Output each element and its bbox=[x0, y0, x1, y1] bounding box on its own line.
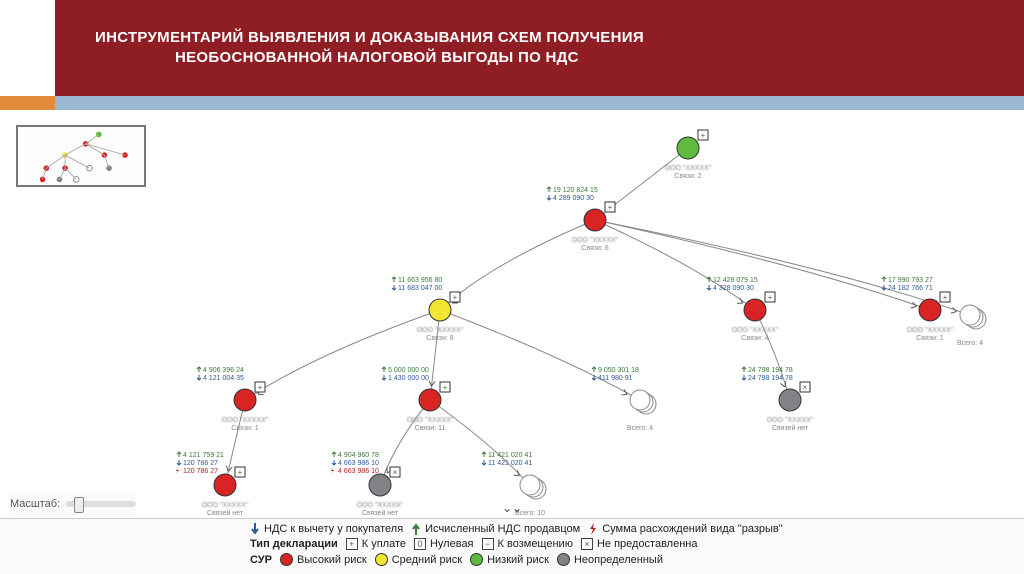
tree-node[interactable]: Всего: 4 9 050 301 18411 980 91 bbox=[592, 367, 656, 432]
svg-text:4 904 960 78: 4 904 960 78 bbox=[338, 452, 379, 459]
header: ИНСТРУМЕНТАРИЙ ВЫЯВЛЕНИЯ И ДОКАЗЫВАНИЯ С… bbox=[0, 0, 1024, 110]
svg-text:+: + bbox=[768, 293, 773, 302]
svg-text:×: × bbox=[393, 468, 398, 477]
svg-text:ООО "ХХХХХ": ООО "ХХХХХ" bbox=[572, 237, 619, 244]
svg-text:+: + bbox=[443, 383, 448, 392]
svg-text:+: + bbox=[608, 203, 613, 212]
svg-text:+: + bbox=[701, 131, 706, 140]
tree-node[interactable]: + ООО "ХХХХХ"Связи: 1 17 990 793 2724 182 … bbox=[882, 277, 954, 342]
svg-text:ООО "ХХХХХ": ООО "ХХХХХ" bbox=[732, 327, 779, 334]
tree-node[interactable]: + ООО "ХХХХХ"Связи: 4 12 428 079 154 328 0… bbox=[707, 277, 779, 342]
svg-text:Всего: 4: Всего: 4 bbox=[957, 340, 983, 347]
svg-text:4 663 986 10: 4 663 986 10 bbox=[338, 468, 379, 475]
tree-node[interactable]: × ООО "ХХХХХ"Связей нет 24 798 194 7824 79… bbox=[742, 367, 814, 432]
svg-text:Связи: 4: Связи: 4 bbox=[741, 335, 768, 342]
scroll-down-icon[interactable]: ⌄⌄ bbox=[502, 501, 522, 515]
scale-control[interactable]: Масштаб: bbox=[10, 493, 136, 515]
svg-text:4 121 004 35: 4 121 004 35 bbox=[203, 375, 244, 382]
tree-node[interactable]: Всего: 4 bbox=[957, 305, 986, 347]
svg-text:ООО "ХХХХХ": ООО "ХХХХХ" bbox=[357, 502, 404, 509]
svg-text:ООО "ХХХХХ": ООО "ХХХХХ" bbox=[665, 165, 712, 172]
header-subband bbox=[55, 96, 1024, 110]
svg-text:1 430 000 00: 1 430 000 00 bbox=[388, 375, 429, 382]
tree-node[interactable]: + ООО "ХХХХХ"Связи: 11 5 000 000 001 430 0… bbox=[382, 367, 454, 432]
svg-text:24 182 766 71: 24 182 766 71 bbox=[888, 285, 933, 292]
legend: НДС к вычету у покупателя Исчисленный НДС… bbox=[0, 519, 1024, 568]
svg-text:4 121 759 21: 4 121 759 21 bbox=[183, 452, 224, 459]
svg-text:+: + bbox=[258, 383, 263, 392]
svg-text:4 663 986 10: 4 663 986 10 bbox=[338, 460, 379, 467]
svg-text:11 683 047 00: 11 683 047 00 bbox=[398, 285, 442, 292]
svg-text:4 328 090 30: 4 328 090 30 bbox=[713, 285, 754, 292]
svg-text:11 663 956 80: 11 663 956 80 bbox=[398, 277, 442, 284]
svg-text:Связи: 1: Связи: 1 bbox=[231, 425, 258, 432]
scale-label: Масштаб: bbox=[10, 498, 60, 510]
legend-bar: Масштаб: ⌄⌄ НДС к вычету у покупателяИсч… bbox=[0, 518, 1024, 574]
svg-text:411 980 91: 411 980 91 bbox=[598, 375, 633, 382]
tree-node[interactable]: + ООО "ХХХХХ"Связи: 6 19 120 824 154 289 0… bbox=[547, 187, 619, 252]
svg-text:ООО "ХХХХХ": ООО "ХХХХХ" bbox=[417, 327, 464, 334]
tree-node[interactable]: + ООО "ХХХХХ"Связи: 8 11 663 956 8011 683 … bbox=[392, 277, 464, 342]
svg-text:+: + bbox=[943, 293, 948, 302]
svg-text:11 421 020 41: 11 421 020 41 bbox=[488, 460, 532, 467]
svg-text:120 786 27: 120 786 27 bbox=[183, 460, 218, 467]
svg-text:Связи: 11: Связи: 11 bbox=[415, 425, 446, 432]
svg-text:×: × bbox=[803, 383, 808, 392]
svg-text:Связей нет: Связей нет bbox=[207, 509, 244, 517]
svg-text:11 421 020 41: 11 421 020 41 bbox=[488, 452, 532, 459]
tree-node[interactable]: +ООО "ХХХХХ"Связей нет4 121 759 21120 78… bbox=[176, 452, 249, 517]
svg-text:Связей нет: Связей нет bbox=[362, 509, 399, 517]
svg-text:24 798 194 78: 24 798 194 78 bbox=[748, 375, 793, 382]
svg-text:ООО "ХХХХХ": ООО "ХХХХХ" bbox=[202, 502, 249, 509]
title-line-1: ИНСТРУМЕНТАРИЙ ВЫЯВЛЕНИЯ И ДОКАЗЫВАНИЯ С… bbox=[95, 28, 1024, 48]
legend-row-amounts: НДС к вычету у покупателя Исчисленный НДС… bbox=[250, 523, 1014, 535]
svg-text:Связи: 1: Связи: 1 bbox=[916, 335, 943, 342]
header-accent bbox=[0, 0, 55, 110]
svg-text:ООО "ХХХХХ": ООО "ХХХХХ" bbox=[907, 327, 954, 334]
scale-slider[interactable] bbox=[66, 501, 136, 507]
svg-text:5 000 000 00: 5 000 000 00 bbox=[388, 367, 429, 374]
svg-text:9 050 301 18: 9 050 301 18 bbox=[598, 367, 639, 374]
legend-item: Сумма расхождений вида "разрыв" bbox=[588, 523, 782, 535]
legend-item: НДС к вычету у покупателя bbox=[250, 523, 403, 535]
svg-text:ООО "ХХХХХ": ООО "ХХХХХ" bbox=[407, 417, 454, 424]
tree-node[interactable]: ×ООО "ХХХХХ"Связей нет4 904 960 784 663 … bbox=[331, 452, 404, 517]
svg-text:Связи: 8: Связи: 8 bbox=[426, 335, 453, 342]
svg-text:Связи: 6: Связи: 6 bbox=[581, 245, 608, 252]
svg-text:ООО "ХХХХХ": ООО "ХХХХХ" bbox=[767, 417, 814, 424]
svg-text:ООО "ХХХХХ": ООО "ХХХХХ" bbox=[222, 417, 269, 424]
svg-text:+: + bbox=[238, 468, 243, 477]
header-title: ИНСТРУМЕНТАРИЙ ВЫЯВЛЕНИЯ И ДОКАЗЫВАНИЯ С… bbox=[55, 0, 1024, 96]
tree-node[interactable]: + ООО "ХХХХХ"Связи: 1 4 906 396 244 121 00… bbox=[197, 367, 269, 432]
tree-diagram[interactable]: +ООО "ХХХХХ"Связи: 2+ООО "ХХХХХ"Связи: 6… bbox=[0, 110, 1024, 518]
title-line-2: НЕОБОСНОВАННОЙ НАЛОГОВОЙ ВЫГОДЫ ПО НДС bbox=[95, 48, 1024, 68]
svg-text:+: + bbox=[453, 293, 458, 302]
svg-text:17 990 793 27: 17 990 793 27 bbox=[888, 277, 933, 284]
svg-text:4 289 090 30: 4 289 090 30 bbox=[553, 195, 594, 202]
svg-text:Связей нет: Связей нет bbox=[772, 424, 809, 432]
svg-text:4 906 396 24: 4 906 396 24 bbox=[203, 367, 244, 374]
svg-text:120 786 27: 120 786 27 bbox=[183, 468, 218, 475]
legend-item: Исчисленный НДС продавцом bbox=[411, 523, 580, 535]
svg-text:Всего: 4: Всего: 4 bbox=[627, 425, 653, 432]
svg-text:Связи: 2: Связи: 2 bbox=[674, 173, 701, 180]
svg-text:12 428 079 15: 12 428 079 15 bbox=[713, 277, 758, 284]
legend-row-sur: СУРВысокий рискСредний рискНизкий рискНе… bbox=[250, 553, 1014, 566]
legend-row-decl: Тип декларации+К уплате0Нулевая−К возмещ… bbox=[250, 538, 1014, 550]
svg-text:24 798 194 78: 24 798 194 78 bbox=[748, 367, 793, 374]
tree-node[interactable]: + ООО "ХХХХХ"Связи: 2 bbox=[665, 130, 712, 180]
svg-text:19 120 824 15: 19 120 824 15 bbox=[553, 187, 598, 194]
